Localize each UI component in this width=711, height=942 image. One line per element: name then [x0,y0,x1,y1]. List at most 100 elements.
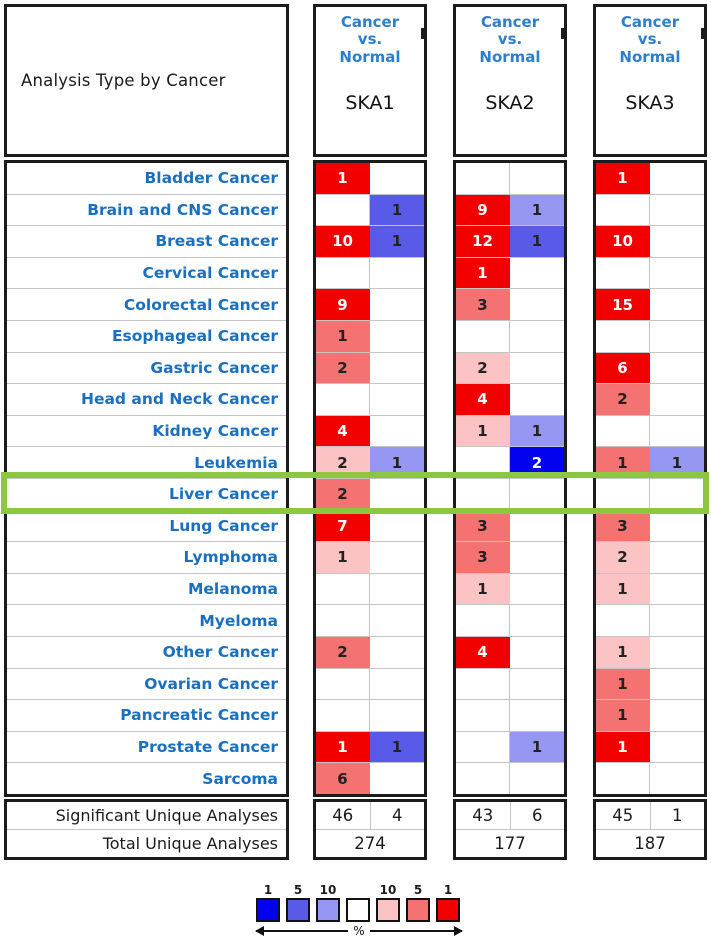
total-analyses-count[interactable]: 274 [354,834,386,853]
over-expression-cell[interactable]: 2 [596,384,650,415]
cancer-type-label[interactable]: Cervical Cancer [142,264,278,283]
cancer-type-label[interactable]: Esophageal Cancer [111,327,278,346]
over-expression-cell[interactable]: 3 [456,510,510,542]
under-expression-cell [510,321,564,352]
over-expression-cell[interactable]: 10 [316,226,370,257]
over-expression-cell[interactable]: 1 [596,731,650,763]
data-row-prostate-cancer: 1 [456,731,564,764]
under-expression-cell [650,195,704,226]
under-expression-cell[interactable]: 1 [510,194,564,226]
gene-summary-ska2: 43 6 177 [453,799,567,860]
cancer-type-label[interactable]: Colorectal Cancer [123,295,278,314]
cancer-type-label[interactable]: Ovarian Cancer [144,674,278,693]
cancer-type-label[interactable]: Prostate Cancer [137,737,278,756]
over-expression-cell[interactable]: 1 [456,415,510,447]
cancer-type-label[interactable]: Liver Cancer [168,485,278,504]
cancer-type-label[interactable]: Kidney Cancer [152,422,278,441]
significant-under-count[interactable]: 6 [532,806,543,825]
cancer-type-label[interactable]: Lung Cancer [169,516,278,535]
cancer-type-label[interactable]: Myeloma [199,611,278,630]
gene-column-header-ska3[interactable]: Cancer vs. Normal SKA3 [593,4,707,157]
data-row-gastric-cancer: 2 [316,352,424,385]
over-expression-cell[interactable]: 10 [596,226,650,257]
over-expression-cell[interactable]: 1 [316,163,370,194]
under-expression-cell[interactable]: 1 [370,226,424,257]
cancer-type-label[interactable]: Breast Cancer [155,232,278,251]
cancer-type-label[interactable]: Leukemia [194,453,278,472]
over-expression-cell[interactable]: 6 [316,763,370,794]
total-analyses-label: Total Unique Analyses [102,834,278,853]
data-row-other-cancer: 1 [596,636,704,669]
data-row-brain-and-cns-cancer [596,194,704,227]
over-expression-cell[interactable]: 15 [596,289,650,320]
data-row-sarcoma: 6 [316,763,424,794]
total-analyses-count[interactable]: 187 [634,834,666,853]
cancer-type-label[interactable]: Bladder Cancer [144,169,278,188]
over-expression-cell[interactable]: 2 [316,636,370,668]
under-expression-cell [370,542,424,573]
cancer-type-row-bladder-cancer: Bladder Cancer [7,163,286,195]
over-expression-cell[interactable]: 4 [456,636,510,668]
gene-name[interactable]: SKA1 [345,91,395,114]
cancer-type-label[interactable]: Other Cancer [162,643,278,662]
over-expression-cell[interactable]: 1 [316,731,370,763]
cancer-type-label[interactable]: Gastric Cancer [150,358,278,377]
gene-column-header-ska1[interactable]: Cancer vs. Normal SKA1 [313,4,427,157]
cancer-type-label[interactable]: Sarcoma [202,769,278,788]
gene-name[interactable]: SKA3 [625,91,675,114]
over-expression-cell[interactable]: 2 [316,352,370,384]
significant-under-count[interactable]: 4 [392,806,403,825]
over-expression-cell[interactable]: 3 [456,289,510,320]
cancer-type-label[interactable]: Lymphoma [183,548,278,567]
data-row-kidney-cancer [596,415,704,448]
under-expression-cell[interactable]: 1 [370,194,424,226]
over-expression-cell[interactable]: 7 [316,510,370,542]
under-expression-cell [370,669,424,700]
cancer-type-label[interactable]: Melanoma [187,580,278,599]
over-expression-cell[interactable]: 1 [596,700,650,731]
over-expression-cell[interactable]: 1 [596,573,650,605]
gene-column-header-ska2[interactable]: Cancer vs. Normal SKA2 [453,4,567,157]
over-expression-cell[interactable]: 6 [596,352,650,384]
over-expression-cell[interactable]: 2 [456,352,510,384]
total-analyses-count[interactable]: 177 [494,834,526,853]
over-expression-cell[interactable]: 4 [456,384,510,415]
cancer-type-list: Bladder Cancer Brain and CNS Cancer Breast… [4,160,289,797]
over-expression-cell[interactable]: 12 [456,226,510,257]
over-expression-cell[interactable]: 1 [596,636,650,668]
over-expression-cell [456,731,510,763]
cancer-type-label[interactable]: Head and Neck Cancer [80,390,278,409]
over-expression-cell[interactable]: 1 [456,257,510,289]
over-expression-cell[interactable]: 1 [456,573,510,605]
over-expression-cell[interactable]: 9 [456,194,510,226]
cancer-type-label[interactable]: Brain and CNS Cancer [87,200,278,219]
over-expression-cell[interactable]: 4 [316,415,370,447]
significant-over-count[interactable]: 46 [316,802,371,829]
cancer-type-row-melanoma: Melanoma [7,574,286,606]
over-expression-cell[interactable]: 9 [316,289,370,320]
data-row-esophageal-cancer: 1 [316,320,424,353]
gene-name[interactable]: SKA2 [485,91,535,114]
over-expression-cell[interactable]: 3 [596,510,650,542]
significant-under-count[interactable]: 1 [672,806,683,825]
over-expression-cell [456,763,510,794]
over-expression-cell[interactable]: 1 [596,668,650,700]
over-expression-cell[interactable]: 1 [596,163,650,194]
under-expression-cell[interactable]: 1 [370,731,424,763]
under-expression-cell[interactable]: 1 [510,415,564,447]
legend-swatches [256,898,462,922]
analysis-type-header: Analysis Type by Cancer [4,4,289,157]
over-expression-cell[interactable]: 2 [316,478,370,510]
significant-over-count[interactable]: 43 [456,802,511,829]
under-expression-cell [370,416,424,447]
over-expression-cell[interactable]: 1 [316,542,370,573]
under-expression-cell[interactable]: 1 [510,226,564,257]
significant-over-count[interactable]: 45 [596,802,651,829]
over-expression-cell[interactable]: 3 [456,542,510,573]
data-row-breast-cancer: 10 1 [316,226,424,258]
under-expression-cell[interactable]: 1 [510,731,564,763]
over-expression-cell[interactable]: 2 [596,542,650,573]
cancer-type-label[interactable]: Pancreatic Cancer [120,706,278,725]
over-expression-cell[interactable]: 1 [316,320,370,352]
